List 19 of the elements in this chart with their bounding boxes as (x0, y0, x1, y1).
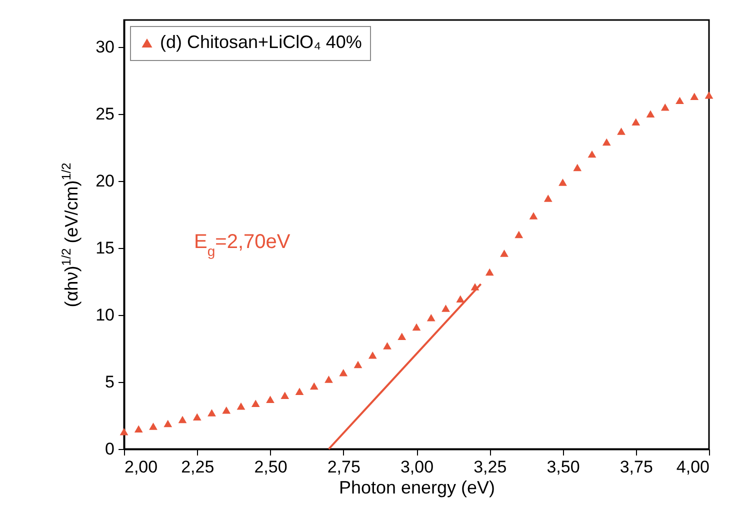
x-tick-label: 3,75 (620, 458, 653, 476)
y-tick-label: 15 (96, 238, 114, 258)
y-tick-label: 25 (96, 104, 114, 124)
x-axis-title: Photon energy (eV) (338, 478, 496, 498)
x-tick-label: 2,75 (327, 458, 360, 476)
y-tick-label: 5 (105, 372, 114, 392)
y-tick-label: 30 (96, 37, 114, 56)
x-tick-label: 3,25 (474, 458, 507, 476)
y-tick-label: 20 (96, 171, 114, 190)
x-tick-label: 2,00 (124, 458, 158, 476)
x-tick-label: 3,00 (400, 458, 434, 476)
y-tick-label: 10 (96, 305, 114, 324)
x-tick-label: 2,25 (181, 458, 214, 476)
x-tick-label: 2,50 (254, 458, 288, 476)
legend-label: (d) Chitosan+LiClO₄ 40% (160, 32, 362, 52)
x-tick-label: 4,00 (676, 458, 710, 476)
x-tick-label: 3,50 (546, 458, 580, 476)
annotation: E$_{g}$=2,70eV (194, 231, 291, 259)
y-tick-label: 0 (105, 440, 114, 458)
